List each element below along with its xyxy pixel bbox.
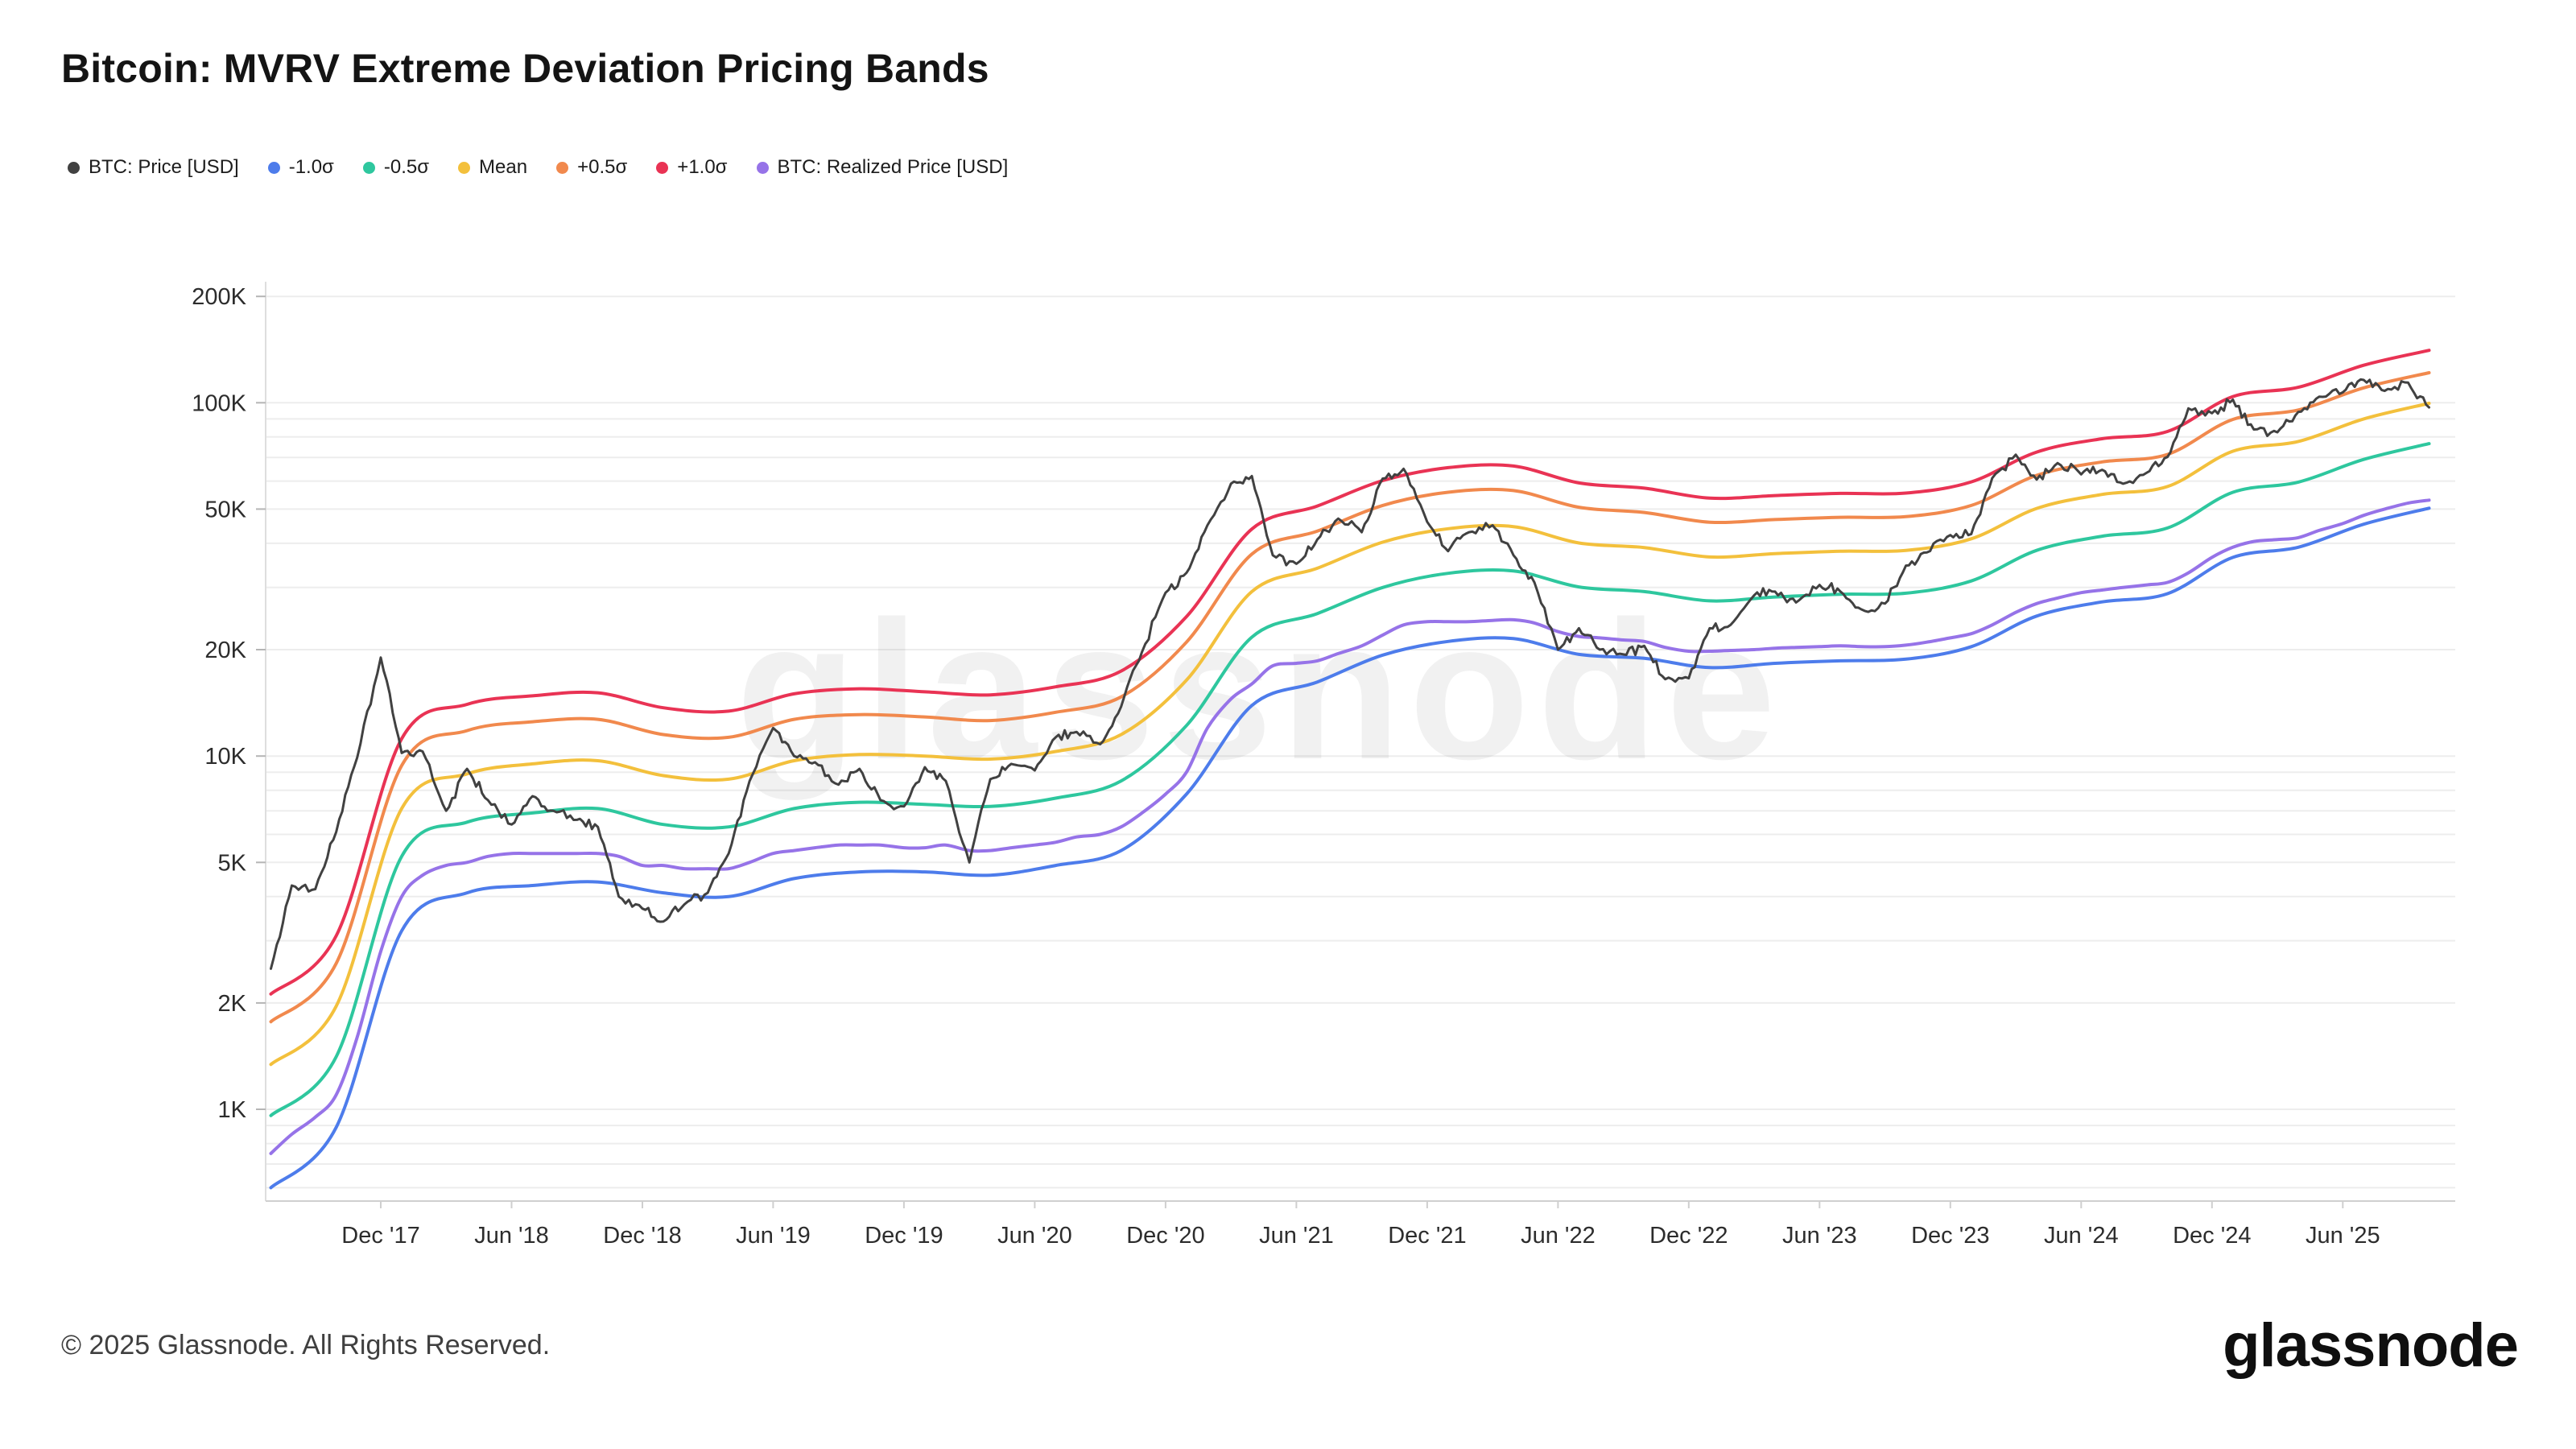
y-tick-label-10K: 10K xyxy=(204,744,246,770)
x-tick-label: Dec '22 xyxy=(1649,1223,1728,1249)
y-tick-label-200K: 200K xyxy=(192,284,246,310)
legend-item-mean[interactable]: Mean xyxy=(458,156,527,179)
legend-dot-btc-realized-price xyxy=(756,161,769,174)
x-tick-label: Jun '25 xyxy=(2306,1223,2380,1249)
legend-dot-plus-1-0-sigma xyxy=(656,161,669,174)
y-tick-label-2K: 2K xyxy=(218,991,247,1017)
x-tick-label: Jun '24 xyxy=(2044,1223,2119,1249)
legend-label-btc-realized-price: BTC: Realized Price [USD] xyxy=(777,156,1009,178)
series-mean xyxy=(269,402,2431,1067)
legend-dot-minus-0-5-sigma xyxy=(362,161,375,174)
legend-label-btc-price: BTC: Price [USD] xyxy=(89,156,239,178)
y-tick-label-1K: 1K xyxy=(218,1097,247,1123)
series-minus-1-0-sigma xyxy=(269,506,2431,1190)
legend-label-mean: Mean xyxy=(479,156,528,178)
glassnode-logo: glassnode xyxy=(2223,1311,2519,1380)
x-tick-label: Jun '21 xyxy=(1259,1223,1334,1249)
x-tick-label: Dec '17 xyxy=(341,1223,419,1249)
y-tick-label-100K: 100K xyxy=(192,390,246,416)
x-tick-label: Jun '18 xyxy=(474,1223,549,1249)
legend-item-btc-price[interactable]: BTC: Price [USD] xyxy=(68,156,239,179)
legend-item-minus-0-5-sigma[interactable]: -0.5σ xyxy=(362,156,430,179)
x-tick-label: Dec '24 xyxy=(2173,1223,2251,1249)
series-plus-1-0-sigma xyxy=(269,349,2431,996)
y-tick-label-20K: 20K xyxy=(204,638,246,663)
x-tick-label: Jun '20 xyxy=(997,1223,1072,1249)
x-tick-label: Dec '18 xyxy=(603,1223,681,1249)
series-plus-0-5-sigma xyxy=(269,371,2431,1024)
series-btc-realized-price xyxy=(269,498,2431,1155)
legend-item-plus-1-0-sigma[interactable]: +1.0σ xyxy=(656,156,728,179)
copyright-text: © 2025 Glassnode. All Rights Reserved. xyxy=(61,1330,551,1360)
legend-label-plus-1-0-sigma: +1.0σ xyxy=(677,156,728,178)
y-tick-label-5K: 5K xyxy=(218,850,247,876)
y-tick-label-50K: 50K xyxy=(204,497,246,522)
x-tick-label: Dec '20 xyxy=(1126,1223,1204,1249)
x-tick-label: Dec '23 xyxy=(1911,1223,1989,1249)
legend-dot-plus-0-5-sigma xyxy=(556,161,569,174)
legend-item-plus-0-5-sigma[interactable]: +0.5σ xyxy=(556,156,627,179)
x-tick-label: Jun '23 xyxy=(1782,1223,1857,1249)
x-tick-label: Dec '19 xyxy=(865,1223,943,1249)
chart-title: Bitcoin: MVRV Extreme Deviation Pricing … xyxy=(61,46,989,91)
legend-dot-minus-1-0-sigma xyxy=(267,161,280,174)
x-tick-label: Jun '22 xyxy=(1521,1223,1596,1249)
legend-label-minus-0-5-sigma: -0.5σ xyxy=(383,156,430,178)
x-tick-label: Jun '19 xyxy=(736,1223,811,1249)
legend-dot-mean xyxy=(458,161,471,174)
legend-item-minus-1-0-sigma[interactable]: -1.0σ xyxy=(267,156,334,179)
x-tick-label: Dec '21 xyxy=(1388,1223,1466,1249)
legend: BTC: Price [USD] -1.0σ -0.5σ Mean +0.5σ +1.0σ… xyxy=(68,156,1008,179)
legend-item-btc-realized-price[interactable]: BTC: Realized Price [USD] xyxy=(756,156,1009,179)
legend-dot-btc-price xyxy=(68,161,80,174)
legend-label-minus-1-0-sigma: -1.0σ xyxy=(288,156,334,178)
series-minus-0-5-sigma xyxy=(269,442,2431,1117)
legend-label-plus-0-5-sigma: +0.5σ xyxy=(577,156,628,178)
series-btc-price xyxy=(270,378,2430,970)
